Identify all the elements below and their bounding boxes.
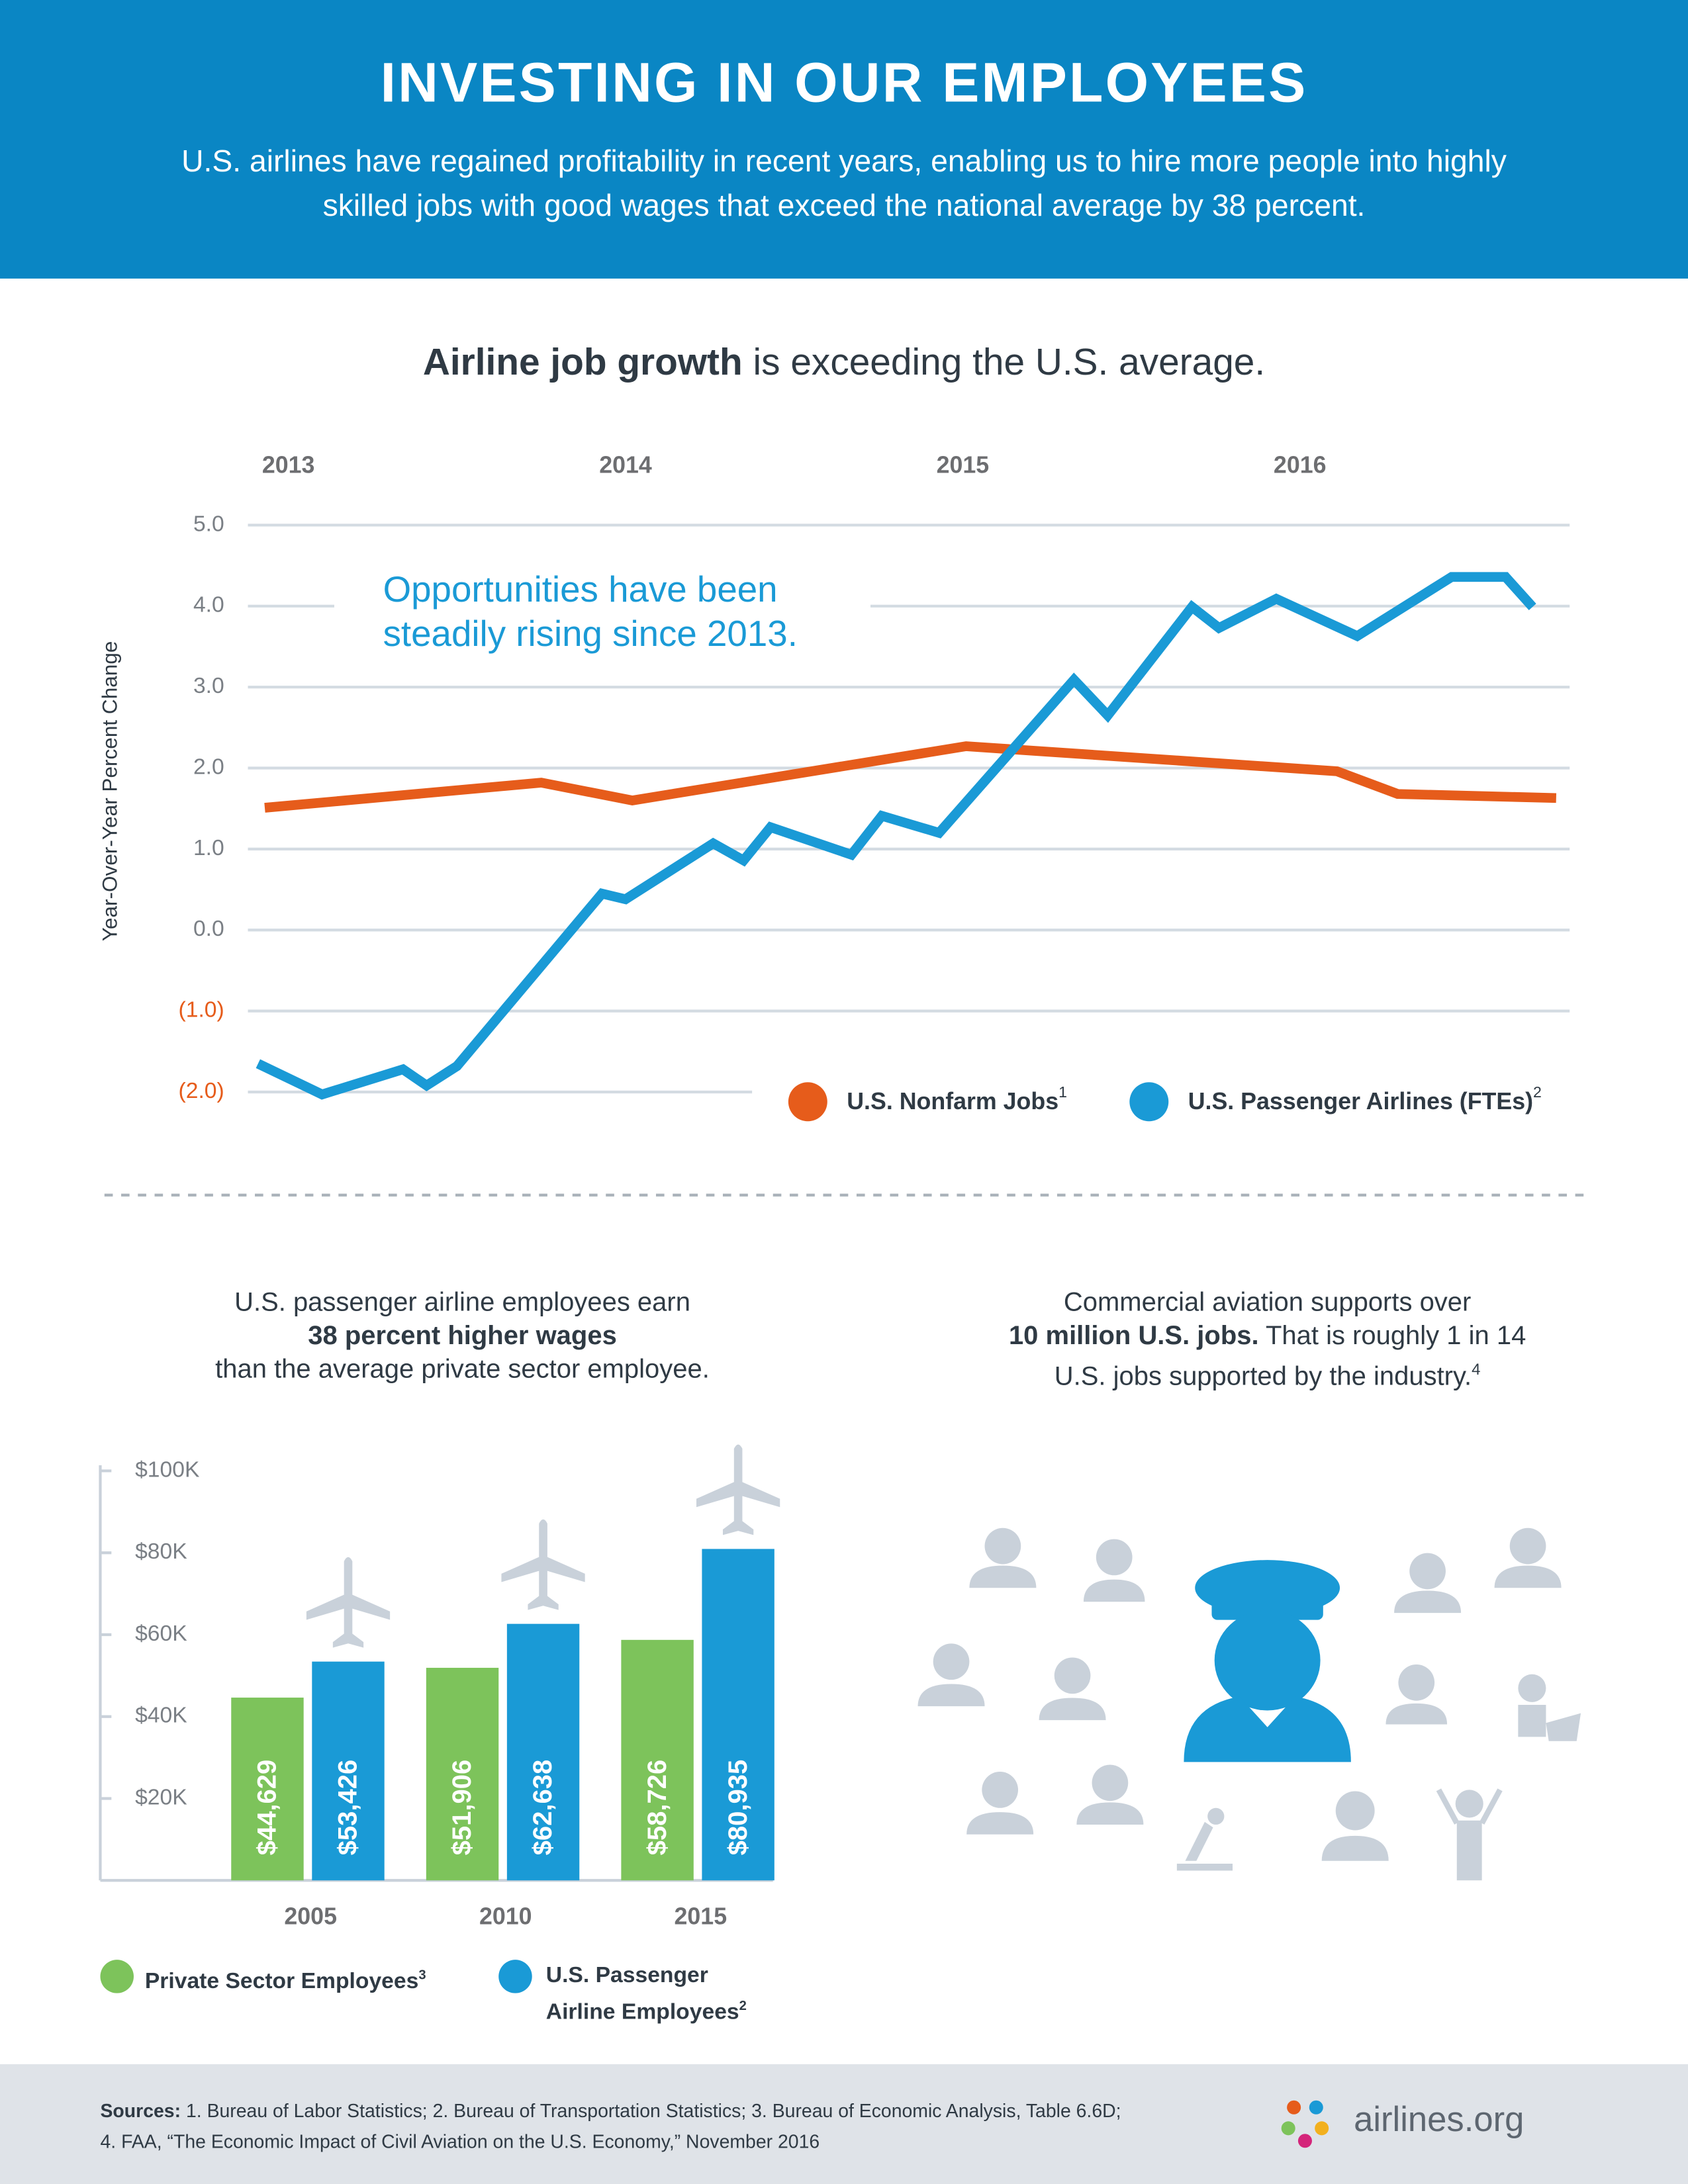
y-tick-label: $60K	[135, 1621, 187, 1646]
y-tick-label: $40K	[135, 1704, 187, 1728]
bar-chart-title: U.S. passenger airline employees earn 38…	[128, 1287, 797, 1388]
bar-value-label: $80,935	[724, 1760, 753, 1856]
series-line	[256, 572, 1536, 1100]
legend-swatch	[1129, 1082, 1169, 1122]
series-line	[264, 741, 1557, 813]
y-tick-label: 5.0	[193, 512, 224, 536]
legend-text: U.S. Nonfarm Jobs	[847, 1088, 1058, 1115]
jobs-bold: 10 million U.S. jobs.	[1008, 1322, 1259, 1351]
header-band	[0, 0, 1688, 279]
x-tick-label: 2005	[284, 1903, 337, 1929]
bar-value-label: $44,629	[253, 1760, 282, 1856]
y-tick-label: (1.0)	[179, 998, 224, 1023]
worker-icons	[917, 1527, 1581, 1881]
y-axis-label: Year-Over-Year Percent Change	[98, 641, 122, 942]
jobs-text-3: U.S. jobs supported by the industry.	[1054, 1362, 1472, 1392]
bar-value-label: $62,638	[528, 1760, 557, 1856]
y-tick-label: 4.0	[193, 593, 224, 617]
source-text: 1. Bureau of Labor Statistics; 2. Bureau…	[185, 2100, 1121, 2122]
bar	[702, 1549, 774, 1881]
source-line: Sources: 1. Bureau of Labor Statistics; …	[100, 2096, 1297, 2126]
bars: $20K $40K $60K $80K $100K 2005 $44,629 $53,426 2…	[100, 1444, 780, 1993]
note: 2	[739, 1999, 747, 2015]
x-tick-label: 2015	[937, 451, 990, 478]
legend-label: U.S. Passenger Airlines (FTEs)2	[1188, 1083, 1542, 1115]
bar-value-label: $58,726	[643, 1760, 672, 1856]
legend-swatch	[788, 1082, 827, 1122]
series: U.S. Nonfarm Jobs1 U.S. Passenger Airline…	[256, 572, 1557, 1122]
legend-label: U.S. Nonfarm Jobs1	[847, 1083, 1067, 1115]
legend-label: Private Sector Employees3	[145, 1961, 426, 1997]
y-tick-label: 3.0	[193, 674, 224, 698]
legend-text: U.S. Passenger Airline Employees	[545, 1964, 739, 2025]
plane-icon	[696, 1444, 780, 1535]
x-tick-label: 2015	[675, 1903, 727, 1929]
title-bold: Airline job growth	[422, 341, 743, 383]
x-tick-label: 2014	[599, 451, 652, 478]
bar-value-label: $53,426	[334, 1760, 363, 1856]
y-tick-label: $20K	[135, 1785, 187, 1809]
bar-value-label: $51,906	[447, 1760, 477, 1856]
page-title: INVESTING IN OUR EMPLOYEES	[380, 52, 1308, 114]
bar	[312, 1661, 385, 1881]
pilot-icon	[1184, 1560, 1351, 1762]
annotation: steadily rising since 2013.	[383, 613, 798, 654]
line-chart-title: Airline job growth is exceeding the U.S.…	[0, 341, 1688, 385]
bar	[231, 1698, 304, 1881]
plane-icon	[501, 1519, 585, 1610]
x-tick-label: 2016	[1274, 451, 1327, 478]
jobs-line: U.S. jobs supported by the industry.4	[919, 1354, 1616, 1395]
legend-label: U.S. Passenger Airline Employees2	[546, 1961, 769, 2028]
legend-swatch	[498, 1960, 532, 1993]
y-tick-label: (2.0)	[179, 1079, 224, 1103]
note: 2	[1533, 1083, 1542, 1101]
jobs-text-2: That is roughly 1 in 14	[1265, 1322, 1526, 1351]
legend-text: Private Sector Employees	[144, 1970, 419, 1994]
x-tick-label: 2010	[479, 1903, 532, 1929]
logo-text: airlines.org	[1354, 2100, 1524, 2140]
y-tick-label: $80K	[135, 1539, 187, 1564]
x-tick-label: 2013	[262, 451, 315, 478]
sources: Sources: 1. Bureau of Labor Statistics; …	[100, 2096, 1297, 2158]
bar	[426, 1668, 499, 1881]
y-tick-label: $100K	[135, 1457, 200, 1482]
source-line: 4. FAA, “The Economic Impact of Civil Av…	[100, 2131, 820, 2152]
title-rest: is exceeding the U.S. average.	[753, 341, 1266, 383]
plane-icon	[306, 1557, 391, 1648]
title-line: 38 percent higher wages	[308, 1322, 617, 1351]
bar	[506, 1623, 580, 1881]
note: 4	[1472, 1362, 1481, 1379]
jobs-line: 10 million U.S. jobs. That is roughly 1 …	[919, 1320, 1616, 1354]
y-tick-label: 1.0	[193, 836, 224, 860]
y-tick-label: 2.0	[193, 754, 224, 779]
bar	[621, 1639, 694, 1881]
y-tick-label: 0.0	[193, 917, 224, 941]
page-subtitle: U.S. airlines have regained profitabilit…	[181, 143, 1507, 223]
legend-text: U.S. Passenger Airlines (FTEs)	[1188, 1088, 1533, 1115]
jobs-text: Commercial aviation supports over 10 mil…	[919, 1287, 1616, 1395]
logo-mark	[1281, 2100, 1329, 2148]
annotation-bg	[334, 560, 870, 658]
note: 3	[418, 1968, 426, 1983]
title-line: U.S. passenger airline employees earn	[234, 1288, 690, 1318]
note: 1	[1058, 1083, 1067, 1101]
legend-swatch	[100, 1960, 134, 1993]
footer-band	[0, 2064, 1688, 2184]
annotation: Opportunities have been	[383, 569, 778, 610]
sources-label: Sources:	[100, 2100, 181, 2122]
legend-bg	[752, 1058, 1588, 1128]
title-line: than the average private sector employee…	[215, 1355, 710, 1385]
jobs-line: Commercial aviation supports over	[1063, 1288, 1472, 1318]
